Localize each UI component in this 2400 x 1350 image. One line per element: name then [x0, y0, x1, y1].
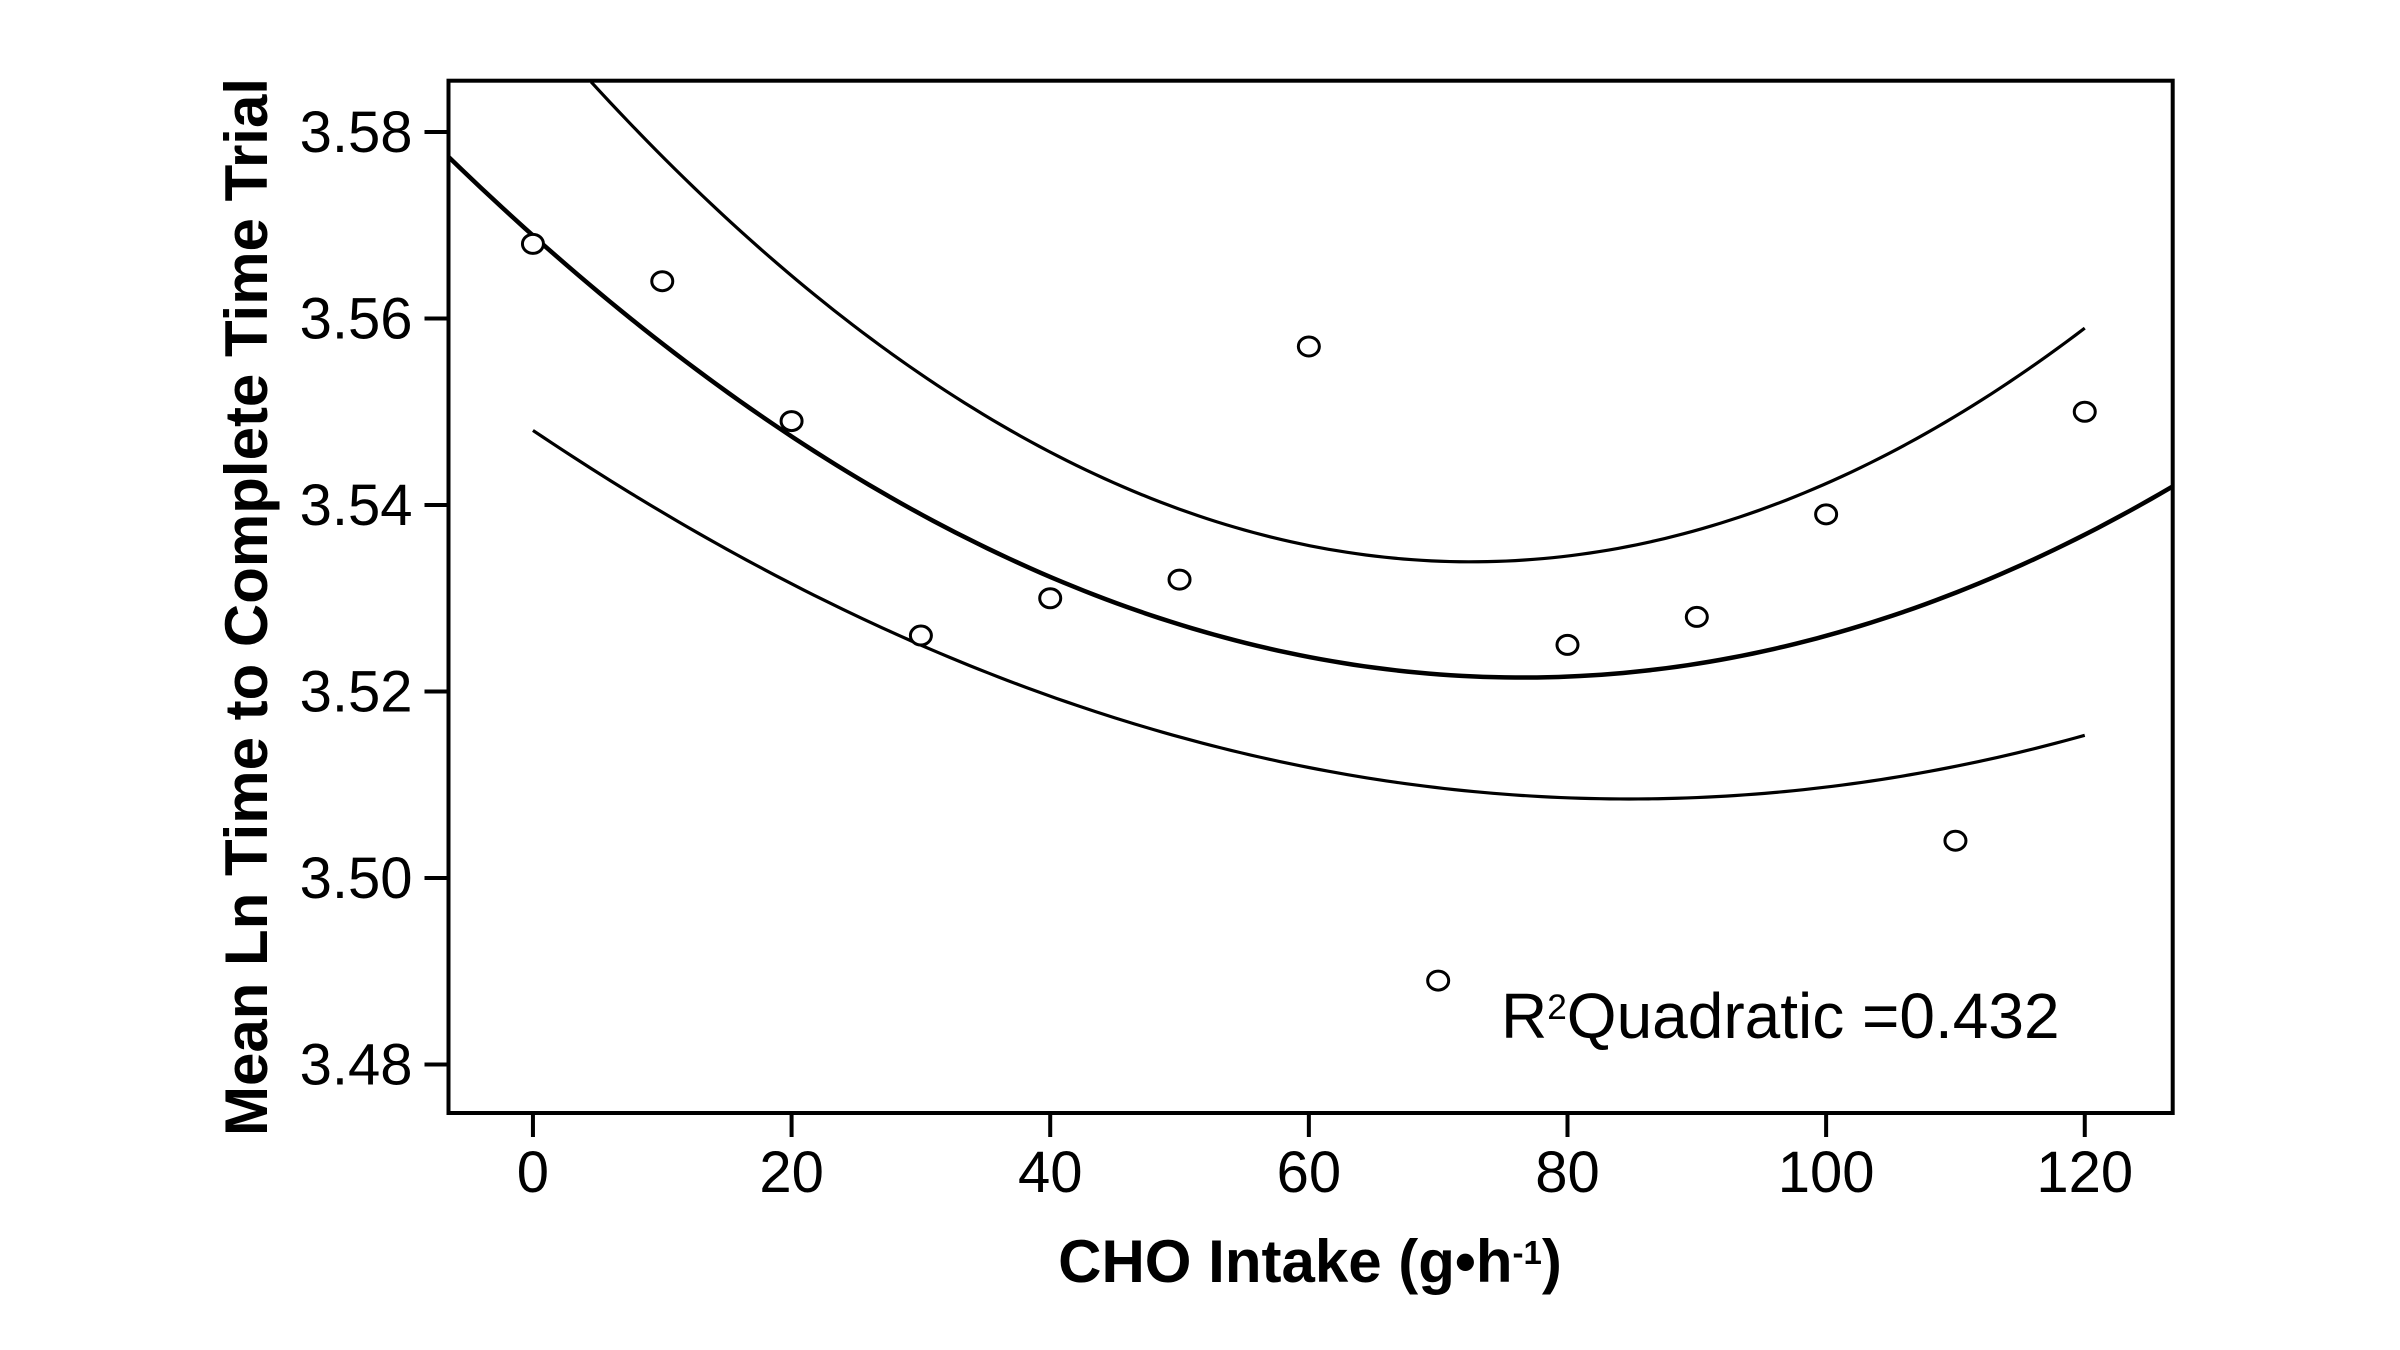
x-tick-label: 40 [1018, 1140, 1083, 1205]
data-point [520, 232, 545, 255]
data-point [1296, 335, 1321, 358]
data-point [1167, 568, 1192, 591]
data-point [1943, 829, 1968, 852]
x-tick-label: 20 [759, 1140, 824, 1205]
x-tick-label: 80 [1535, 1140, 1600, 1205]
y-axis-title-text: Mean Ln Time to Complete Time Trial [213, 78, 280, 1136]
plot-border [446, 78, 2175, 1116]
y-tick-label: 3.56 [300, 286, 413, 351]
data-point [1814, 503, 1839, 526]
x-axis-title: CHO Intake (g•h-1) [1058, 1232, 1562, 1292]
data-point [1426, 969, 1451, 992]
x-tick-label: 120 [2036, 1140, 2133, 1205]
data-point [1038, 587, 1063, 610]
y-tick-label: 3.48 [300, 1033, 413, 1098]
y-tick-label: 3.52 [300, 660, 413, 725]
x-axis-title-text: CHO Intake (g•h [1058, 1228, 1513, 1295]
r-squared-rest: Quadratic =0.432 [1566, 980, 2060, 1052]
data-point [908, 624, 933, 647]
x-tick-label: 100 [1778, 1140, 1875, 1205]
data-point [779, 410, 804, 433]
x-axis-title-close-paren: ) [1541, 1228, 1562, 1295]
y-tick-label: 3.54 [300, 473, 413, 538]
data-point [2072, 400, 2097, 423]
data-point [1555, 633, 1580, 656]
y-axis-title: Mean Ln Time to Complete Time Trial [213, 78, 280, 1136]
y-tick-label: 3.50 [300, 846, 413, 911]
r-squared-base: R [1501, 980, 1548, 1052]
fit-curve [446, 155, 2174, 680]
y-tick-label: 3.58 [300, 100, 413, 165]
data-point [650, 270, 675, 293]
r-squared-annotation: R2Quadratic =0.432 [1501, 984, 2060, 1048]
x-tick-label: 60 [1277, 1140, 1342, 1205]
lower-ci-curve [532, 429, 2086, 801]
upper-ci-curve [589, 80, 2086, 564]
x-tick-label: 0 [517, 1140, 549, 1205]
r-squared-exponent: 2 [1547, 987, 1567, 1027]
x-axis-title-superscript: -1 [1512, 1233, 1542, 1271]
data-point [1684, 605, 1709, 628]
